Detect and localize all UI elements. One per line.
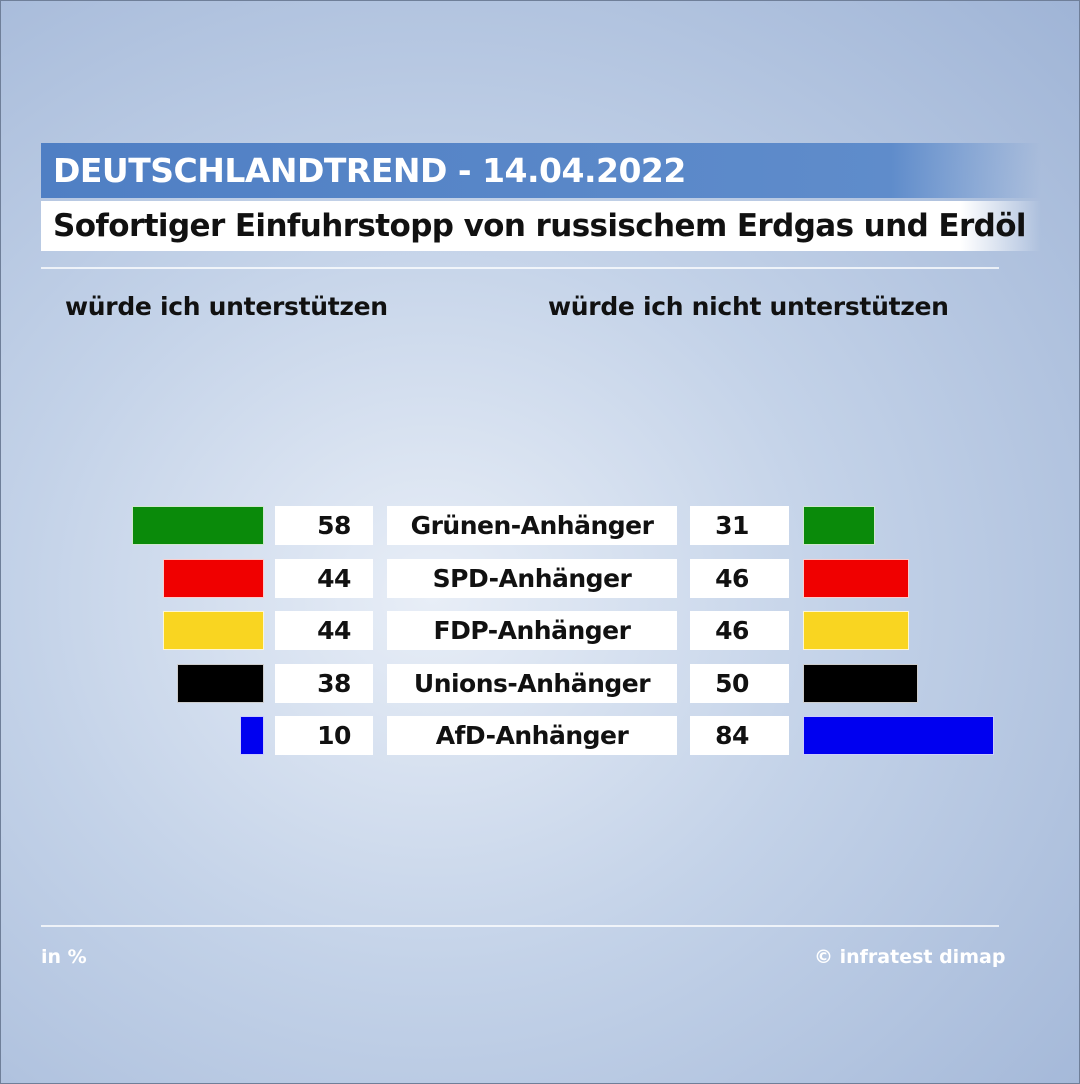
bar-oppose	[803, 664, 918, 703]
bottom-divider	[41, 925, 999, 927]
legend-oppose: würde ich nicht unterstützen	[548, 292, 949, 321]
value-oppose: 46	[690, 559, 789, 598]
bar-support	[163, 559, 264, 598]
chart-title: DEUTSCHLANDTREND - 14.04.2022	[41, 143, 1041, 198]
legend-support: würde ich unterstützen	[65, 292, 388, 321]
value-support: 10	[275, 716, 373, 755]
value-support: 58	[275, 506, 373, 545]
unit-note: in %	[41, 946, 87, 968]
value-support: 44	[275, 611, 373, 650]
bar-support	[131, 506, 264, 545]
category-label: FDP-Anhänger	[387, 611, 677, 650]
bar-oppose	[803, 559, 909, 598]
category-label: SPD-Anhänger	[387, 559, 677, 598]
value-oppose: 31	[690, 506, 789, 545]
value-oppose: 84	[690, 716, 789, 755]
bar-support	[239, 716, 264, 755]
bar-oppose	[803, 716, 994, 755]
value-support: 38	[275, 664, 373, 703]
bar-oppose	[803, 611, 909, 650]
category-label: Unions-Anhänger	[387, 664, 677, 703]
category-label: Grünen-Anhänger	[387, 506, 677, 545]
bar-support	[163, 611, 264, 650]
bar-oppose	[803, 506, 875, 545]
chart-subtitle: Sofortiger Einfuhrstopp von russischem E…	[41, 201, 1041, 251]
category-label: AfD-Anhänger	[387, 716, 677, 755]
value-oppose: 50	[690, 664, 789, 703]
value-oppose: 46	[690, 611, 789, 650]
bar-support	[176, 664, 264, 703]
value-support: 44	[275, 559, 373, 598]
top-divider	[41, 267, 999, 269]
source-credit: © infratest dimap	[814, 946, 1006, 968]
